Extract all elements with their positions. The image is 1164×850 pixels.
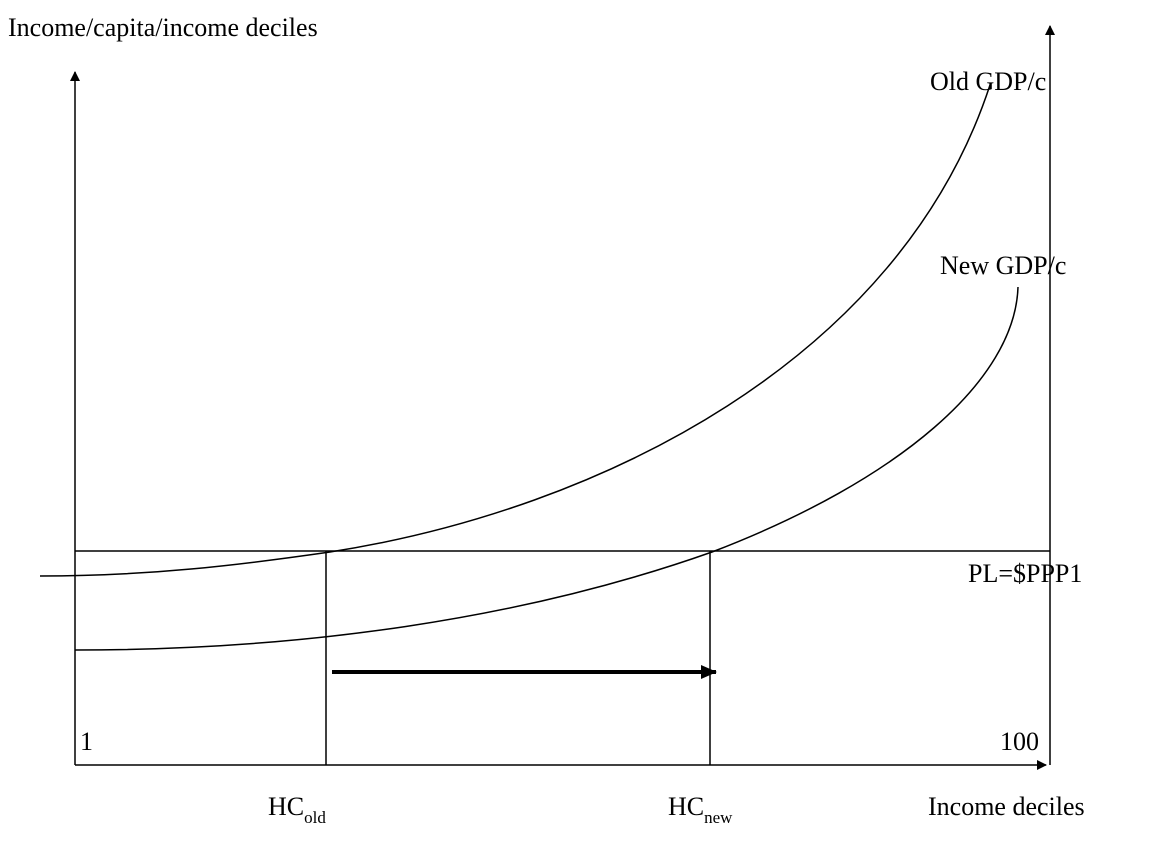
hc-new-sub: new bbox=[704, 808, 733, 827]
hc-old-label: HCold bbox=[268, 792, 326, 827]
x-end-label: 100 bbox=[1000, 727, 1039, 756]
x-axis-label: Income deciles bbox=[928, 792, 1085, 821]
poverty-line-label: PL=$PPP1 bbox=[968, 559, 1082, 588]
old-curve-label: Old GDP/c bbox=[930, 67, 1046, 96]
old-curve bbox=[39, 84, 991, 577]
y-axis-label: Income/capita/income deciles bbox=[8, 13, 318, 42]
x-start-label: 1 bbox=[80, 727, 93, 756]
hc-new-label: HCnew bbox=[668, 792, 733, 827]
hc-new-main: HC bbox=[668, 792, 704, 821]
hc-old-main: HC bbox=[268, 792, 304, 821]
hc-old-sub: old bbox=[304, 808, 326, 827]
new-curve bbox=[74, 286, 1019, 651]
new-curve-label: New GDP/c bbox=[940, 251, 1066, 280]
